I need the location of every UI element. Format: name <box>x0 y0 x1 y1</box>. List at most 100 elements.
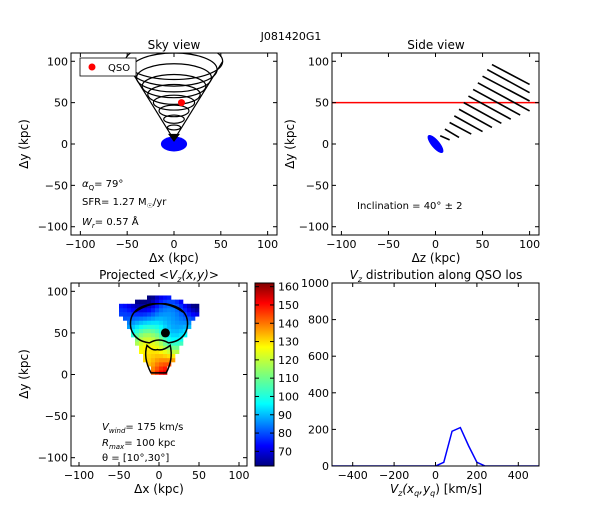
heatmap-cell <box>135 337 140 342</box>
velocity-contour <box>129 303 189 344</box>
heatmap-cell <box>179 320 184 325</box>
heatmap-cell <box>151 316 156 321</box>
heatmap-cell <box>139 337 144 342</box>
side-view-title: Side view <box>407 38 465 52</box>
heatmap-cell <box>175 324 180 330</box>
heatmap-cell <box>135 303 140 309</box>
heatmap-cell <box>191 303 196 309</box>
heatmap-cell <box>131 332 136 338</box>
heatmap-cell <box>187 307 192 313</box>
heatmap-cell <box>127 320 132 325</box>
heatmap-cell <box>179 316 184 321</box>
heatmap-cell <box>143 345 148 350</box>
heatmap-cell <box>159 366 164 371</box>
heatmap-cell <box>171 337 176 342</box>
heatmap-cell <box>139 299 144 305</box>
heatmap-cell <box>151 341 156 346</box>
heatmap-cell <box>155 307 160 313</box>
colorbar-tick-label: 140 <box>278 317 299 330</box>
heatmap-cell <box>167 345 172 350</box>
heatmap-cell <box>163 362 168 367</box>
heatmap-cell <box>159 345 164 350</box>
x-tick-label: 0 <box>156 469 163 482</box>
cone-line <box>458 108 493 129</box>
heatmap-cell <box>131 316 136 321</box>
heatmap-cell <box>159 362 164 367</box>
heatmap-cell <box>131 307 136 313</box>
heatmap-cell <box>147 349 152 355</box>
heatmap-cell <box>151 337 156 342</box>
side-view-panel: Side view −100 −50 0 50 100 −100 −50 0 50 100 Δz … <box>283 38 540 265</box>
heatmap-cell <box>159 307 164 313</box>
heatmap-cell <box>195 312 200 317</box>
heatmap-cell <box>139 345 144 350</box>
heatmap-cell <box>171 341 176 346</box>
side-view-ylabel: Δy (kpc) <box>283 119 297 169</box>
heatmap-cell <box>139 307 144 313</box>
colorbar-tick-label: 150 <box>278 299 299 312</box>
heatmap-cell <box>155 349 160 355</box>
cone-ring <box>147 83 201 105</box>
y-tick-label: 100 <box>308 55 329 68</box>
heatmap-cell <box>171 353 176 359</box>
heatmap-cell <box>147 337 152 342</box>
heatmap-cell <box>175 349 180 355</box>
heatmap-cell <box>187 316 192 321</box>
projected-panel: Projected <Vz(x,y)> −100 −50 0 50 100 −100 −50… <box>17 268 299 496</box>
heatmap-cell <box>171 324 176 330</box>
colorbar-tick-label: 120 <box>278 354 299 367</box>
heatmap-cell <box>155 345 160 350</box>
heatmap-cell <box>187 312 192 317</box>
heatmap-cell <box>163 295 168 300</box>
heatmap-cell <box>175 312 180 317</box>
heatmap-cell <box>155 299 160 305</box>
heatmap-cell <box>183 307 188 313</box>
galaxy-disk <box>160 136 188 152</box>
heatmap-cell <box>127 303 132 309</box>
cone-line <box>453 115 483 133</box>
heatmap-cell <box>155 332 160 338</box>
heatmap-cell <box>171 332 176 338</box>
heatmap-cell <box>163 307 168 313</box>
x-tick-label: −50 <box>107 469 130 482</box>
projected-xlabel: Δx (kpc) <box>134 482 184 496</box>
heatmap-cell <box>135 328 140 334</box>
heatmap-cell <box>171 349 176 355</box>
heatmap-cell <box>147 299 152 305</box>
cone-line <box>449 121 472 135</box>
heatmap-cell <box>183 320 188 325</box>
colorbar-tick-label: 110 <box>278 372 299 385</box>
x-tick-label: 100 <box>257 238 278 251</box>
sky-sfr-annotation: SFR= 1.27 M☉/yr <box>82 197 167 210</box>
heatmap-cell <box>179 341 184 346</box>
heatmap-cell <box>187 320 192 325</box>
heatmap-cell <box>159 316 164 321</box>
heatmap-cell <box>151 349 156 355</box>
cone-line <box>491 63 530 86</box>
heatmap-cell <box>135 341 140 346</box>
proj-rmax-annotation: Rmax= 100 kpc <box>102 438 176 451</box>
x-tick-label: −100 <box>65 238 95 251</box>
heatmap-cell <box>135 316 140 321</box>
heatmap-cell <box>155 341 160 346</box>
heatmap-cell <box>159 337 164 342</box>
heatmap-cell <box>151 328 156 334</box>
heatmap-cell <box>119 307 124 313</box>
vz-distribution-panel: Vz distribution along QSO los −400 −200 0 2… <box>301 268 540 498</box>
heatmap-cell <box>171 316 176 321</box>
colorbar-gradient <box>254 282 275 467</box>
heatmap-cell <box>151 299 156 305</box>
heatmap-cell <box>147 295 152 300</box>
legend-qso-marker <box>88 63 96 71</box>
cone-line <box>482 75 530 102</box>
heatmap-cell <box>179 337 184 342</box>
cone-line <box>463 101 502 125</box>
heatmap-cell <box>163 312 168 317</box>
projected-title: Projected <Vz(x,y)> <box>99 268 219 284</box>
y-tick-label: −50 <box>45 410 68 423</box>
heatmap-cell <box>143 324 148 330</box>
y-tick-label: 0 <box>322 138 329 151</box>
vz-distribution-axes: −400 −200 0 200 400 0 200 400 600 800 1000 <box>301 277 539 482</box>
proj-theta-annotation: θ = [10°,30°] <box>102 453 169 464</box>
heatmap-cell <box>159 312 164 317</box>
